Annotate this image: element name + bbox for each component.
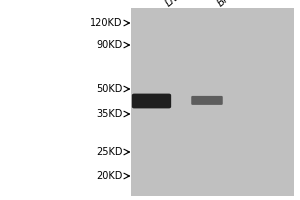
Text: Liver: Liver <box>164 0 189 9</box>
Text: 50KD: 50KD <box>96 84 122 94</box>
Text: Brain: Brain <box>216 0 243 9</box>
Text: 120KD: 120KD <box>90 18 122 28</box>
Text: 35KD: 35KD <box>96 109 122 119</box>
FancyBboxPatch shape <box>132 94 171 108</box>
FancyBboxPatch shape <box>191 96 223 105</box>
Text: 20KD: 20KD <box>96 171 122 181</box>
Bar <box>130 8 294 196</box>
Text: 90KD: 90KD <box>96 40 122 50</box>
Text: 25KD: 25KD <box>96 147 122 157</box>
